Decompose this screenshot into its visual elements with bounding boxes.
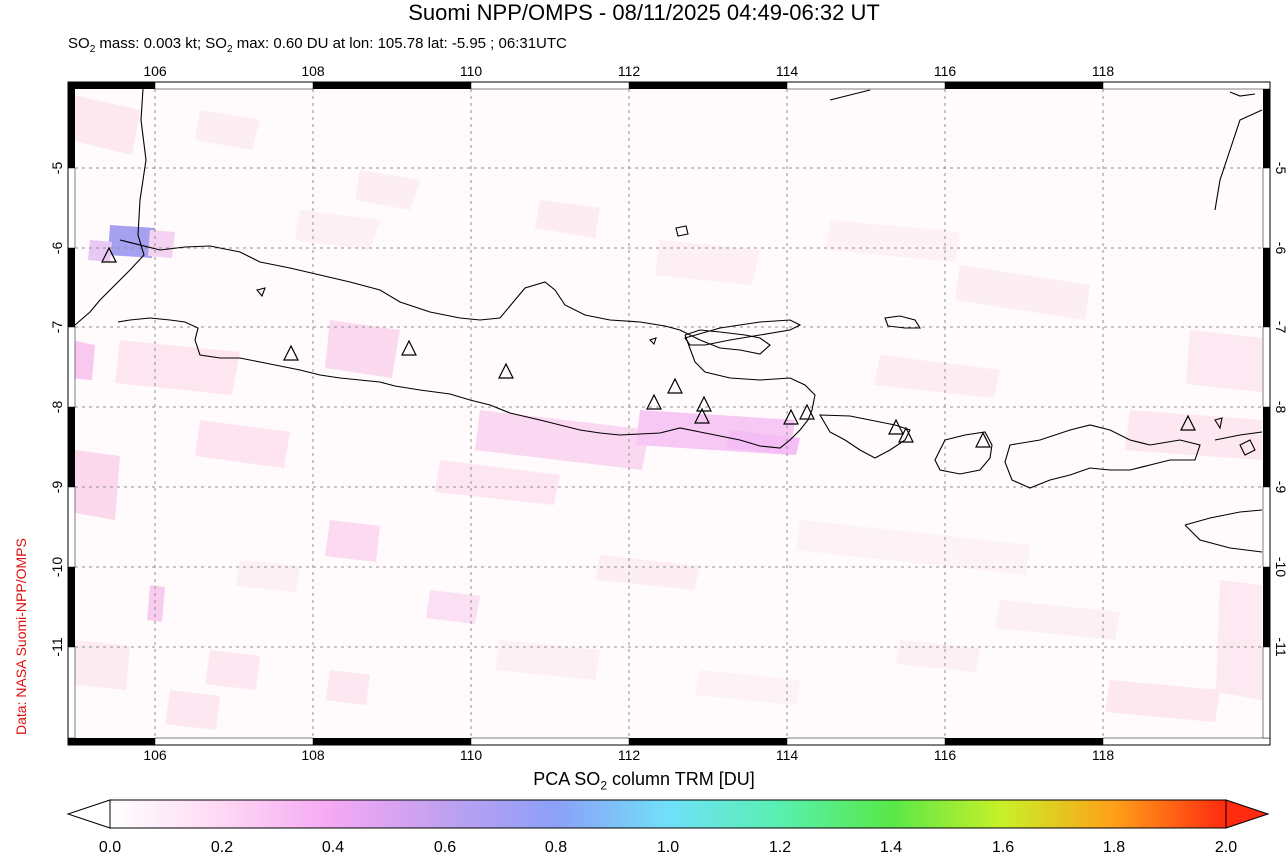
map-frame [67, 81, 1271, 746]
volcano-triangle-icon [898, 426, 914, 443]
colorbar-ticks: 0.0 0.2 0.4 0.6 0.8 1.0 1.2 1.4 1.6 1.8 … [99, 839, 1237, 855]
lon-tick-label: 112 [618, 63, 641, 79]
lat-tick-label: -8 [49, 401, 65, 414]
lon-labels-top: 106 108 110 112 114 116 118 [143, 63, 1114, 79]
volcano-triangle-icon [498, 362, 514, 379]
colorbar [66, 799, 1270, 829]
lon-tick-label: 106 [143, 747, 167, 763]
lat-tick-label: -5 [49, 162, 65, 175]
volcano-triangle-icon [975, 431, 991, 448]
colorbar-tick-label: 2.0 [1215, 839, 1237, 855]
colorbar-tick-label: 1.0 [657, 839, 679, 855]
volcano-triangle-icon [667, 377, 683, 394]
volcano-triangle-icon [694, 407, 710, 424]
colorbar-tick-label: 1.8 [1103, 839, 1125, 855]
map-grid [68, 89, 1270, 738]
lon-tick-label: 108 [301, 63, 325, 79]
colorbar-gradient [109, 799, 1227, 829]
lat-tick-label: -9 [1273, 481, 1288, 494]
lat-tick-label: -11 [1273, 637, 1288, 656]
colorbar-tick-label: 1.4 [880, 839, 902, 855]
colorbar-tick-label: 1.6 [992, 839, 1014, 855]
colorbar-tick-label: 0.0 [99, 839, 121, 855]
lat-tick-label: -10 [1273, 557, 1288, 577]
lon-tick-label: 118 [1092, 747, 1115, 763]
lat-labels-left: -5 -6 -7 -8 -9 -10 -11 [49, 162, 65, 657]
map-subtitle: SO2 mass: 0.003 kt; SO2 max: 0.60 DU at … [68, 35, 567, 55]
volcano-triangle-icon [101, 246, 117, 263]
lon-tick-label: 116 [934, 747, 957, 763]
lon-tick-label: 118 [1092, 63, 1115, 79]
colorbar-tick-label: 0.8 [545, 839, 567, 855]
volcano-markers [101, 246, 1196, 448]
lat-tick-label: -9 [49, 481, 65, 494]
lon-tick-label: 106 [143, 63, 167, 79]
lat-tick-label: -11 [49, 637, 65, 656]
colorbar-tick-label: 1.2 [769, 839, 791, 855]
colorbar-title: PCA SO2 column TRM [DU] [533, 769, 755, 793]
lon-tick-label: 114 [776, 63, 799, 79]
colorbar-tick-label: 0.6 [434, 839, 456, 855]
lat-tick-label: -6 [49, 242, 65, 255]
coastlines [68, 89, 1263, 553]
lon-tick-label: 110 [460, 63, 483, 79]
volcano-triangle-icon [401, 339, 417, 356]
lat-tick-label: -6 [1273, 242, 1288, 255]
colorbar-low-arrow [66, 799, 111, 829]
lon-tick-label: 116 [934, 63, 957, 79]
volcano-triangle-icon [799, 403, 815, 420]
map-title: Suomi NPP/OMPS - 08/11/2025 04:49-06:32 … [408, 0, 880, 25]
lat-tick-label: -7 [1273, 321, 1288, 334]
lat-tick-label: -10 [49, 557, 65, 577]
volcano-triangle-icon [888, 418, 904, 435]
volcano-triangle-icon [1180, 414, 1196, 431]
colorbar-tick-label: 0.4 [322, 839, 344, 855]
volcano-triangle-icon [783, 408, 799, 425]
volcano-triangle-icon [283, 344, 299, 361]
lon-labels-bottom: 106 108 110 112 114 116 118 [143, 747, 1114, 763]
volcano-triangle-icon [646, 393, 662, 410]
so2-field [70, 95, 1262, 730]
volcano-triangle-icon [696, 395, 712, 412]
lon-tick-label: 110 [460, 747, 483, 763]
lat-tick-label: -7 [49, 321, 65, 334]
lat-tick-label: -5 [1273, 162, 1288, 175]
lon-tick-label: 114 [776, 747, 799, 763]
lat-tick-label: -8 [1273, 401, 1288, 414]
colorbar-tick-label: 0.2 [211, 839, 233, 855]
lon-tick-label: 112 [618, 747, 641, 763]
colorbar-high-arrow [1225, 799, 1270, 829]
lat-labels-right: -5 -6 -7 -8 -9 -10 -11 [1273, 162, 1288, 657]
lon-tick-label: 108 [301, 747, 325, 763]
